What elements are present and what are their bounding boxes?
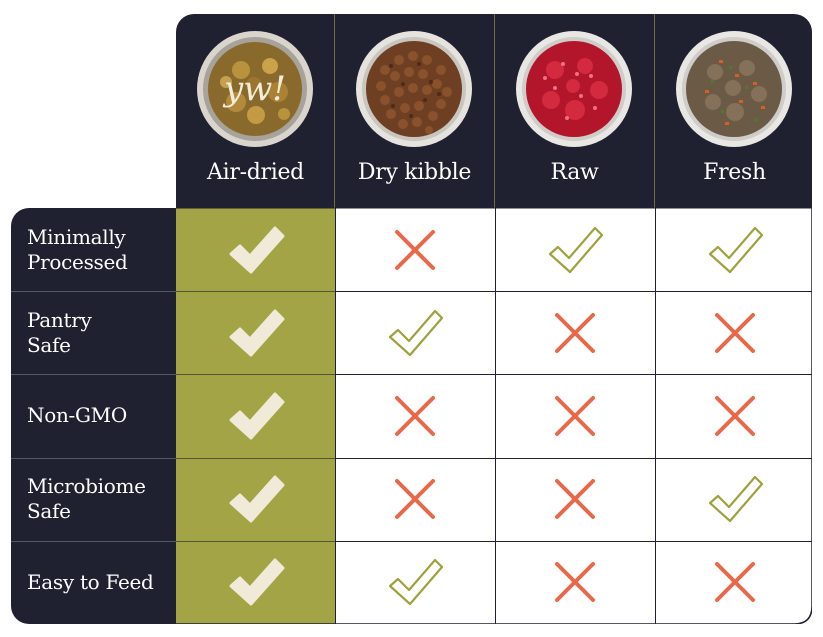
comparison-cell xyxy=(495,374,654,457)
comparison-cell xyxy=(655,208,814,291)
row-label-column xyxy=(11,208,176,624)
cross-icon xyxy=(554,562,595,603)
row-label: Pantry Safe xyxy=(27,307,92,357)
cross-icon xyxy=(714,312,755,353)
row-divider xyxy=(335,291,812,293)
row-divider xyxy=(335,457,812,459)
check-icon xyxy=(388,559,443,606)
comparison-cell xyxy=(335,541,494,624)
comparison-cell xyxy=(176,291,335,374)
check-icon xyxy=(229,392,284,440)
air-dried-bowl-image: yw! xyxy=(197,31,313,147)
comparison-cell xyxy=(335,291,494,374)
check-icon xyxy=(229,558,284,606)
comparison-cell xyxy=(335,458,494,541)
header-divider xyxy=(494,14,495,208)
comparison-cell xyxy=(495,541,654,624)
row-label-cell: Pantry Safe xyxy=(11,291,176,374)
cross-icon xyxy=(554,312,595,353)
comparison-cell xyxy=(655,291,814,374)
cross-icon xyxy=(394,229,435,270)
row-divider xyxy=(176,540,335,542)
row-label-cell: Microbiome Safe xyxy=(11,458,176,541)
check-icon xyxy=(388,309,443,356)
cross-icon xyxy=(714,562,755,603)
cross-icon xyxy=(394,395,435,436)
row-divider xyxy=(176,291,335,293)
cross-icon xyxy=(394,479,435,520)
comparison-cell xyxy=(176,374,335,457)
bowl-logo-text: yw! xyxy=(222,69,286,109)
cross-icon xyxy=(554,479,595,520)
row-divider xyxy=(335,374,812,376)
column-header-fresh: Fresh xyxy=(655,14,814,208)
row-divider xyxy=(11,540,176,542)
header-divider xyxy=(334,14,335,208)
fresh-food-bowl-image xyxy=(676,31,792,147)
check-icon xyxy=(708,475,763,523)
check-icon xyxy=(708,226,763,273)
column-header-dry-kibble: Dry kibble xyxy=(335,14,494,208)
column-divider xyxy=(335,208,336,624)
row-label: Easy to Feed xyxy=(27,569,154,594)
header-divider xyxy=(654,14,655,208)
column-header-air-dried: yw! Air-dried xyxy=(176,14,335,208)
comparison-cell xyxy=(176,458,335,541)
dry-kibble-bowl-image xyxy=(356,31,472,147)
comparison-cell xyxy=(495,458,654,541)
column-divider xyxy=(495,208,496,624)
raw-meat-bowl-image xyxy=(516,31,632,147)
column-label-air-dried: Air-dried xyxy=(207,160,304,185)
column-label-raw: Raw xyxy=(550,160,599,185)
row-divider xyxy=(11,291,176,293)
column-header-raw: Raw xyxy=(495,14,654,208)
row-divider xyxy=(11,457,176,459)
comparison-cell xyxy=(176,208,335,291)
comparison-card: yw! Air-dried Dry xyxy=(11,14,812,624)
row-label-cell: Non-GMO xyxy=(11,374,176,457)
check-icon xyxy=(229,309,284,357)
row-label-cell: Easy to Feed xyxy=(11,541,176,624)
comparison-cell xyxy=(495,208,654,291)
row-divider xyxy=(176,374,335,376)
comparison-cell xyxy=(655,541,814,624)
column-label-fresh: Fresh xyxy=(703,160,766,185)
row-label: Minimally Processed xyxy=(27,224,128,274)
row-divider xyxy=(176,457,335,459)
column-divider xyxy=(655,208,656,624)
comparison-cell xyxy=(655,458,814,541)
comparison-cell xyxy=(335,374,494,457)
check-icon xyxy=(229,475,284,523)
cross-icon xyxy=(714,395,755,436)
check-icon xyxy=(548,226,603,273)
row-label-cell: Minimally Processed xyxy=(11,208,176,291)
row-label: Non-GMO xyxy=(27,403,127,428)
check-icon xyxy=(229,226,284,273)
column-label-dry-kibble: Dry kibble xyxy=(357,160,472,185)
row-divider xyxy=(335,540,812,542)
row-divider xyxy=(11,374,176,376)
comparison-cell xyxy=(335,208,494,291)
comparison-cell xyxy=(655,374,814,457)
comparison-cell xyxy=(495,291,654,374)
cross-icon xyxy=(554,395,595,436)
row-label: Microbiome Safe xyxy=(27,474,146,524)
comparison-cell xyxy=(176,541,335,624)
